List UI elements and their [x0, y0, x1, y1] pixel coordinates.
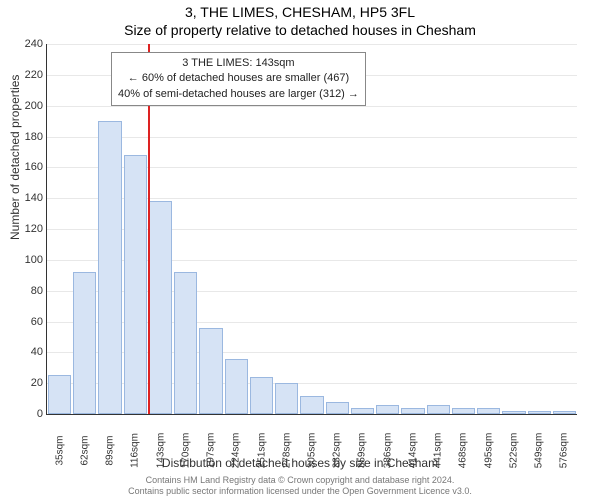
y-tick-label: 120 — [17, 223, 43, 235]
histogram-bar — [300, 396, 323, 415]
y-tick-label: 180 — [17, 131, 43, 143]
gridline — [47, 44, 577, 45]
attribution-line2: Contains public sector information licen… — [128, 486, 472, 496]
y-tick-label: 140 — [17, 192, 43, 204]
y-tick-label: 60 — [17, 316, 43, 328]
attribution-text: Contains HM Land Registry data © Crown c… — [0, 475, 600, 498]
histogram-bar — [502, 411, 525, 414]
legend-box: 3 THE LIMES: 143sqm← 60% of detached hou… — [111, 52, 366, 106]
histogram-bar — [174, 272, 197, 414]
histogram-bar — [477, 408, 500, 414]
y-tick-label: 100 — [17, 254, 43, 266]
legend-line3: 40% of semi-detached houses are larger (… — [118, 87, 359, 102]
histogram-bar — [427, 405, 450, 414]
histogram-bar — [376, 405, 399, 414]
gridline — [47, 137, 577, 138]
y-tick-label: 80 — [17, 285, 43, 297]
y-tick-label: 40 — [17, 346, 43, 358]
histogram-bar — [199, 328, 222, 414]
legend-line2: ← 60% of detached houses are smaller (46… — [118, 71, 359, 86]
histogram-bar — [98, 121, 121, 414]
y-tick-label: 220 — [17, 69, 43, 81]
x-axis-label: Distribution of detached houses by size … — [0, 456, 600, 470]
histogram-bar — [553, 411, 576, 414]
histogram-bar — [124, 155, 147, 414]
legend-line1: 3 THE LIMES: 143sqm — [118, 56, 359, 71]
page-title-subtitle: Size of property relative to detached ho… — [0, 22, 600, 38]
y-tick-label: 200 — [17, 100, 43, 112]
page-title-address: 3, THE LIMES, CHESHAM, HP5 3FL — [0, 4, 600, 20]
histogram-bar — [452, 408, 475, 414]
y-tick-label: 20 — [17, 377, 43, 389]
histogram-bar — [225, 359, 248, 415]
histogram-bar — [48, 375, 71, 414]
histogram-bar — [401, 408, 424, 414]
histogram-bar — [149, 201, 172, 414]
histogram-bar — [326, 402, 349, 414]
y-tick-label: 0 — [17, 408, 43, 420]
histogram-bar — [528, 411, 551, 414]
y-tick-label: 160 — [17, 161, 43, 173]
y-tick-label: 240 — [17, 38, 43, 50]
histogram-plot: 02040608010012014016018020022024035sqm62… — [46, 44, 577, 415]
histogram-bar — [250, 377, 273, 414]
histogram-bar — [73, 272, 96, 414]
histogram-bar — [275, 383, 298, 414]
attribution-line1: Contains HM Land Registry data © Crown c… — [146, 475, 455, 485]
histogram-bar — [351, 408, 374, 414]
